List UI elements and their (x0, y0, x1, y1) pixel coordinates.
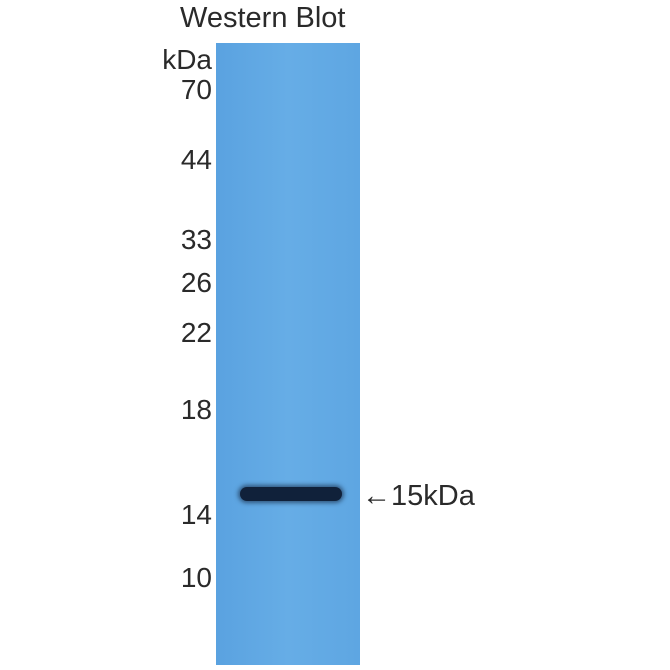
marker-10: 10 (180, 562, 212, 593)
marker-14: 14 (180, 499, 212, 530)
marker-44: 44 (180, 144, 212, 175)
blot-lane (216, 43, 360, 665)
marker-18: 18 (180, 394, 212, 425)
marker-70: 70 (180, 74, 212, 105)
marker-33: 33 (180, 224, 212, 255)
protein-band (240, 487, 342, 501)
marker-26: 26 (180, 267, 212, 298)
blot-title: Western Blot (180, 2, 346, 34)
marker-22: 22 (180, 317, 212, 348)
unit-label: kDa (162, 44, 212, 75)
band-annotation: ←15kDa (362, 480, 475, 512)
